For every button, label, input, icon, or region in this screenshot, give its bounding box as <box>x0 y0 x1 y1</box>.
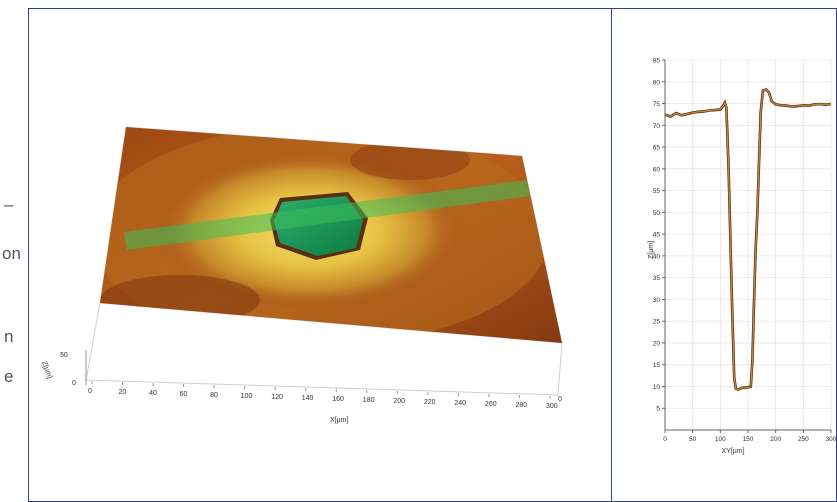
y-tick-label: 75 <box>653 101 661 108</box>
x-tick-label: 20 <box>119 389 127 396</box>
surface-3d-plot: 0 20 40 60 80 100 120 140 160 180 200 220 240 260 280 3… <box>40 126 563 424</box>
profile-chart: 5 10 15 20 25 30 35 40 45 50 55 60 65 70 75 80 85 0 50 100… <box>648 58 837 456</box>
z-axis-label: Z[µm] <box>40 360 53 379</box>
series-line <box>664 88 832 391</box>
y-tick-label: 70 <box>653 123 661 130</box>
y-tick-label: 50 <box>653 210 661 217</box>
z-tick-50: 50 <box>60 352 68 359</box>
x-tick-label: 160 <box>332 396 344 403</box>
profile-cut-band <box>124 180 530 250</box>
y-tick-label: 35 <box>653 275 661 282</box>
y-corner-tick: 0 <box>558 396 562 403</box>
x-tick-label: 140 <box>302 395 314 402</box>
x-tick-label: 0 <box>663 436 667 443</box>
x-axis-ticks: 0 20 40 60 80 100 120 140 160 180 200 220 240 260 280 3… <box>88 381 558 410</box>
y-tick-label: 85 <box>653 58 661 65</box>
panel-divider <box>611 8 612 502</box>
z-tick-0: 0 <box>72 380 76 387</box>
y-tick-label: 5 <box>656 406 660 413</box>
x-tick-label: 100 <box>715 436 726 443</box>
y-tick-label: 40 <box>653 253 661 260</box>
x-tick-label: 300 <box>826 436 837 443</box>
x-tick-label: 50 <box>689 436 697 443</box>
y-tick-label: 45 <box>653 232 661 239</box>
x-axis-label: X[µm] <box>330 417 348 424</box>
y-tick-label: 65 <box>653 145 661 152</box>
x-tick-label: 180 <box>363 397 375 404</box>
x-tick-label: 60 <box>180 391 188 398</box>
x-tick-label: 220 <box>424 399 436 406</box>
series-lines <box>664 88 832 391</box>
y-tick-label: 20 <box>653 340 661 347</box>
x-tick-label: 240 <box>454 400 466 407</box>
x-tick-label: 40 <box>149 390 157 397</box>
x-tick-label: 250 <box>798 436 809 443</box>
fragment-on: on <box>2 244 21 263</box>
fragment-dash: – <box>4 195 14 214</box>
x-axis-ticks: 0 50 100 150 200 250 300 <box>663 430 837 443</box>
x-tick-label: 300 <box>546 403 558 410</box>
x-tick-label: 0 <box>88 388 92 395</box>
x-tick-label: 80 <box>210 392 218 399</box>
y-axis-ticks: 5 10 15 20 25 30 35 40 45 50 55 60 65 70 75 80 85 <box>653 58 665 413</box>
y-tick-label: 15 <box>653 362 661 369</box>
y-tick-label: 25 <box>653 319 661 326</box>
x-tick-label: 200 <box>770 436 781 443</box>
y-tick-label: 10 <box>653 384 661 391</box>
y-tick-label: 55 <box>653 188 661 195</box>
x-tick-label: 200 <box>393 398 405 405</box>
x-tick-label: 150 <box>743 436 754 443</box>
x-tick-label: 100 <box>241 393 253 400</box>
y-tick-label: 30 <box>653 297 661 304</box>
y-tick-label: 60 <box>653 166 661 173</box>
fragment-n: n <box>4 327 14 346</box>
y-tick-label: 80 <box>653 79 661 86</box>
x-tick-label: 280 <box>515 402 527 409</box>
x-axis-title: XY[µm] <box>721 448 744 455</box>
x-tick-label: 260 <box>485 401 497 408</box>
x-tick-label: 120 <box>271 394 283 401</box>
chart-grid <box>664 59 832 430</box>
fragment-e: e <box>4 367 14 386</box>
y-axis-title: Z[µm] <box>648 241 655 259</box>
